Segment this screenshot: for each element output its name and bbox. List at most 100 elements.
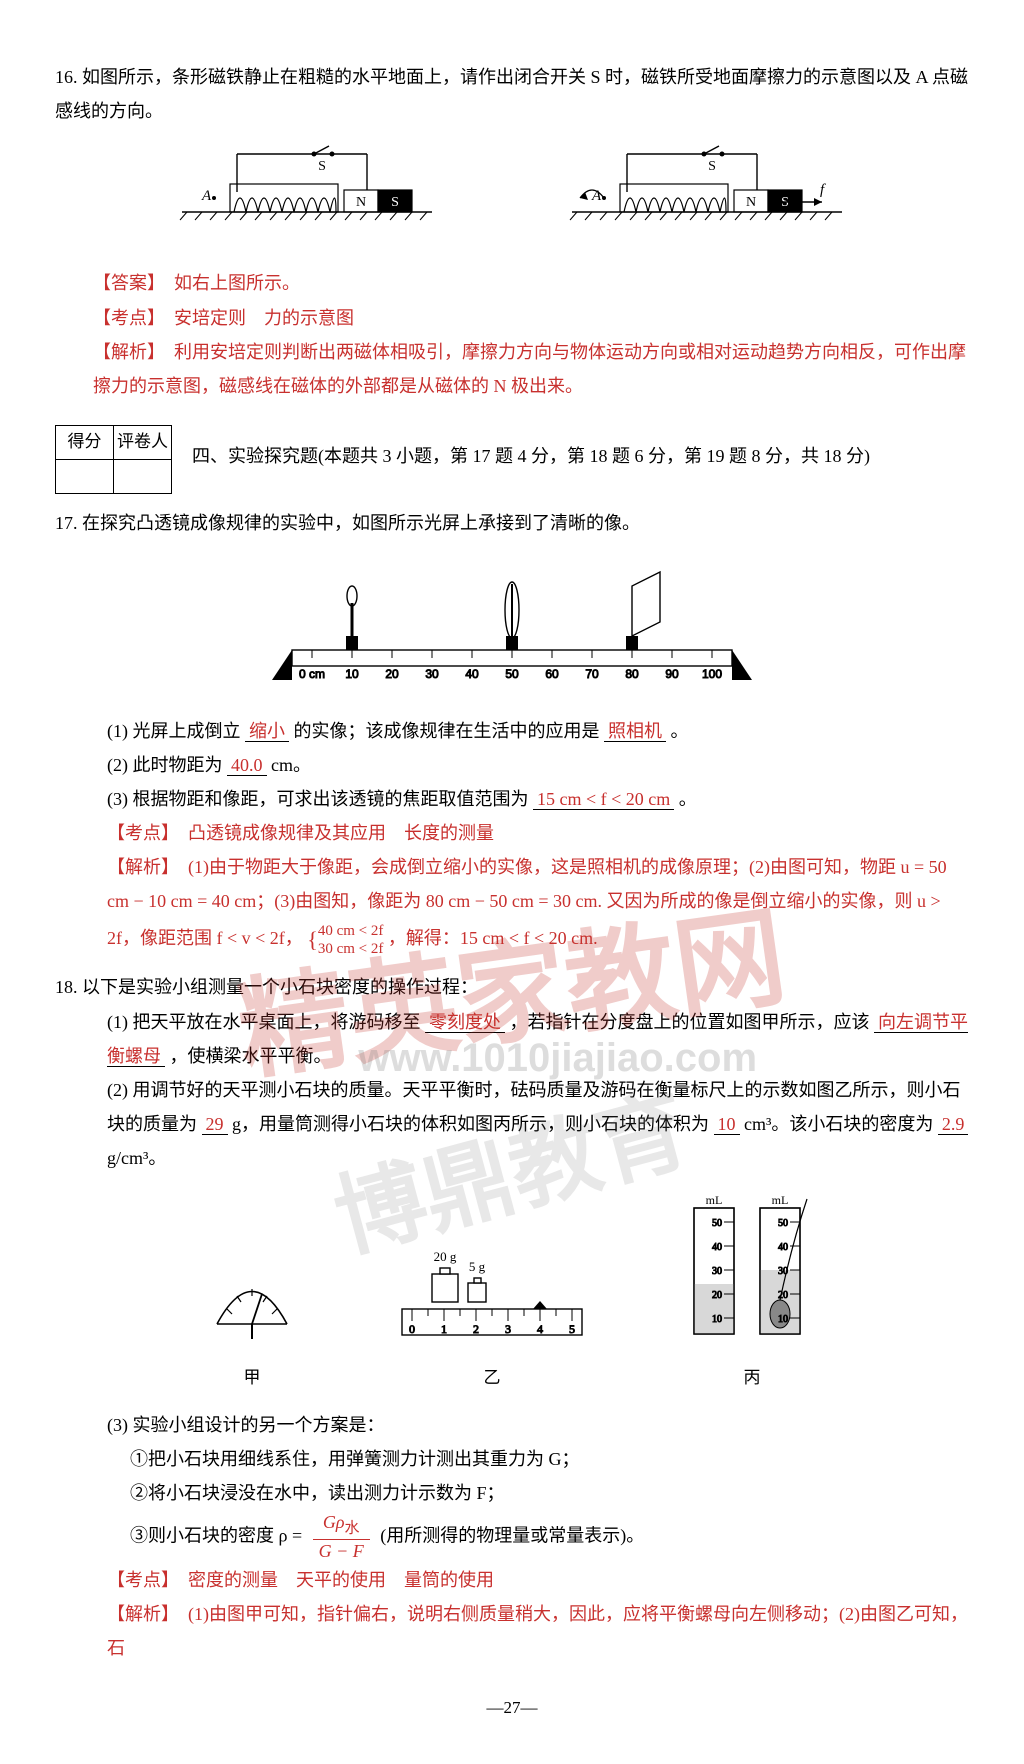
- q18-p2c: cm³。该小石块的密度为: [744, 1114, 933, 1134]
- q18-p3-l3: ③则小石块的密度 ρ = Gρ水 G − F (用所测得的物理量或常量表示)。: [55, 1511, 969, 1563]
- svg-text:0 cm: 0 cm: [299, 667, 325, 681]
- q18-jiexi: 【解析】 (1)由图甲可知，指针偏右，说明右侧质量稍大，因此，应将平衡螺母向左侧…: [55, 1597, 969, 1665]
- score-header-1: 得分: [56, 426, 114, 460]
- svg-text:80: 80: [625, 667, 639, 681]
- q16-text: 如图所示，条形磁铁静止在粗糙的水平地面上，请作出闭合开关 S 时，磁铁所受地面摩…: [55, 67, 968, 121]
- q17-p2a: (2) 此时物距为: [107, 755, 223, 775]
- kaodian-label: 【考点】: [107, 823, 170, 843]
- svg-text:5: 5: [569, 1322, 575, 1336]
- svg-text:100: 100: [702, 667, 722, 681]
- svg-text:30: 30: [712, 1266, 722, 1277]
- answer-label: 【答案】: [93, 273, 156, 293]
- q18-density-frac: Gρ水 G − F: [313, 1511, 370, 1563]
- svg-text:20: 20: [712, 1290, 722, 1301]
- score-header-2: 评卷人: [114, 426, 172, 460]
- svg-text:50: 50: [778, 1218, 788, 1229]
- q17-ruler-diagram: 0 cm 10 20 30 40 50 60 70 80 90 100: [55, 558, 969, 699]
- svg-text:A: A: [201, 188, 212, 204]
- answer-text: 如右上图所示。: [174, 273, 300, 293]
- svg-text:50: 50: [712, 1218, 722, 1229]
- q16-diagram-right: S A N S f: [562, 142, 852, 252]
- q18-part1: (1) 把天平放在水平桌面上，将游码移至 零刻度处 ，若指针在分度盘上的位置如图…: [55, 1005, 969, 1073]
- q18-label-yi: 乙: [392, 1362, 592, 1394]
- svg-text:10: 10: [345, 667, 359, 681]
- svg-text:40: 40: [465, 667, 479, 681]
- svg-text:20 g: 20 g: [434, 1249, 457, 1264]
- svg-text:mL: mL: [772, 1194, 789, 1207]
- q17-text: 在探究凸透镜成像规律的实验中，如图所示光屏上承接到了清晰的像。: [82, 513, 640, 533]
- q17-p1-blank1: 缩小: [245, 721, 289, 742]
- q18-p3-l3a: ③则小石块的密度 ρ =: [130, 1525, 302, 1545]
- section4-heading: 得分 评卷人 四、实验探究题(本题共 3 小题，第 17 题 4 分，第 18 …: [55, 421, 969, 494]
- svg-text:N: N: [746, 195, 756, 210]
- q18-part2: (2) 用调节好的天平测小石块的质量。天平平衡时，砝码质量及游码在衡量标尺上的示…: [55, 1073, 969, 1176]
- q18-p2-blank2: 10: [714, 1114, 740, 1135]
- q16-diagram-row: S A N S S: [55, 142, 969, 252]
- q18-part3: (3) 实验小组设计的另一个方案是：: [55, 1408, 969, 1442]
- q18-p1-blank1: 零刻度处: [425, 1012, 505, 1033]
- q17-p1a: (1) 光屏上成倒立: [107, 721, 241, 741]
- jiexi-label: 【解析】: [107, 857, 170, 877]
- svg-text:0: 0: [409, 1322, 415, 1336]
- q18-p1b: ，若指针在分度盘上的位置如图甲所示，应该: [510, 1012, 870, 1032]
- svg-text:50: 50: [505, 667, 519, 681]
- svg-text:3: 3: [505, 1322, 511, 1336]
- q18-kaodian: 【考点】 密度的测量 天平的使用 量筒的使用: [55, 1563, 969, 1597]
- kaodian-label: 【考点】: [107, 1570, 170, 1590]
- q18-p1c: ，使横梁水平平衡。: [170, 1046, 332, 1066]
- q16-number: 16.: [55, 67, 78, 87]
- q18-diag-yi: 20 g 5 g 0 1 2 3 4 5 乙: [392, 1239, 592, 1394]
- svg-text:mL: mL: [706, 1194, 723, 1207]
- svg-text:f: f: [820, 182, 826, 198]
- svg-text:40: 40: [712, 1242, 722, 1253]
- q16-jiexi: 【解析】 利用安培定则判断出两磁体相吸引，摩擦力方向与物体运动方向或相对运动趋势…: [55, 335, 969, 403]
- score-cell-2: [114, 460, 172, 494]
- q18-p3-l2: ②将小石块浸没在水中，读出测力计示数为 F；: [55, 1476, 969, 1510]
- q18-p2-blank3: 2.9: [938, 1114, 969, 1135]
- svg-text:20: 20: [385, 667, 399, 681]
- q17-p2b: cm。: [271, 755, 311, 775]
- q18-p2b: g，用量筒测得小石块的体积如图丙所示，则小石块的体积为: [232, 1114, 709, 1134]
- svg-text:30: 30: [425, 667, 439, 681]
- svg-text:20: 20: [778, 1290, 788, 1301]
- question-17: 17. 在探究凸透镜成像规律的实验中，如图所示光屏上承接到了清晰的像。 0 cm…: [55, 506, 969, 960]
- q17-p1-blank2: 照相机: [604, 721, 666, 742]
- kaodian-text: 密度的测量 天平的使用 量筒的使用: [188, 1570, 494, 1590]
- q17-p3-blank: 15 cm < f < 20 cm: [533, 789, 674, 810]
- q18-p1a: (1) 把天平放在水平桌面上，将游码移至: [107, 1012, 421, 1032]
- q17-p1b: 的实像；该成像规律在生活中的应用是: [294, 721, 600, 741]
- kaodian-label: 【考点】: [93, 308, 156, 328]
- q18-label-jia: 甲: [202, 1362, 302, 1394]
- jiexi-inline-b: 30 cm < 2f: [318, 941, 384, 957]
- svg-text:10: 10: [712, 1314, 722, 1325]
- q18-p3a: (3) 实验小组设计的另一个方案是：: [107, 1415, 385, 1435]
- q17-number: 17.: [55, 513, 78, 533]
- page-number: —27—: [55, 1692, 969, 1724]
- q16-answer: 【答案】 如右上图所示。: [55, 266, 969, 300]
- frac-denominator: G − F: [313, 1540, 370, 1563]
- kaodian-text: 凸透镜成像规律及其应用 长度的测量: [188, 823, 494, 843]
- q18-p2d: g/cm³。: [107, 1148, 166, 1168]
- q17-kaodian: 【考点】 凸透镜成像规律及其应用 长度的测量: [55, 816, 969, 850]
- svg-text:10: 10: [778, 1314, 788, 1325]
- svg-text:S: S: [708, 159, 716, 174]
- frac-numerator: Gρ水: [313, 1511, 370, 1540]
- svg-text:2: 2: [473, 1322, 479, 1336]
- question-18: 18. 以下是实验小组测量一个小石块密度的操作过程： (1) 把天平放在水平桌面…: [55, 970, 969, 1665]
- q18-number: 18.: [55, 977, 78, 997]
- q17-part1: (1) 光屏上成倒立 缩小 的实像；该成像规律在生活中的应用是 照相机 。: [55, 714, 969, 748]
- score-box: 得分 评卷人: [55, 425, 172, 494]
- svg-text:4: 4: [537, 1322, 543, 1336]
- q18-p3-l3b: (用所测得的物理量或常量表示)。: [380, 1525, 644, 1545]
- q16-kaodian: 【考点】 安培定则 力的示意图: [55, 301, 969, 335]
- svg-text:40: 40: [778, 1242, 788, 1253]
- kaodian-text: 安培定则 力的示意图: [174, 308, 354, 328]
- jiexi-text: 利用安培定则判断出两磁体相吸引，摩擦力方向与物体运动方向或相对运动趋势方向相反，…: [93, 342, 966, 396]
- svg-text:60: 60: [545, 667, 559, 681]
- svg-text:5 g: 5 g: [469, 1259, 486, 1274]
- q16-diagram-left: S A N S: [172, 142, 442, 252]
- section4-title: 四、实验探究题(本题共 3 小题，第 17 题 4 分，第 18 题 6 分，第…: [55, 421, 969, 473]
- q17-jiexi: 【解析】 (1)由于物距大于像距，会成倒立缩小的实像，这是照相机的成像原理；(2…: [55, 850, 969, 960]
- svg-text:N: N: [356, 195, 366, 210]
- jiexi-inline-a: 40 cm < 2f: [318, 923, 384, 939]
